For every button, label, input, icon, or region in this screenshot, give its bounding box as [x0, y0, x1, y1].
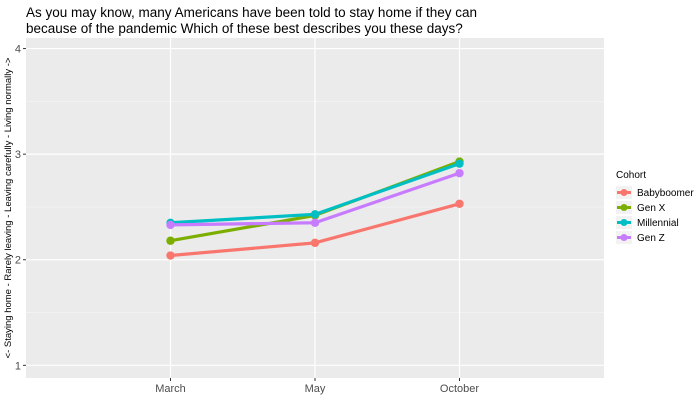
chart-title-line-2: because of the pandemic Which of these b… [26, 21, 463, 36]
x-tick-label: October [440, 383, 479, 395]
series-group [166, 157, 464, 260]
data-point [166, 251, 175, 260]
legend-item: Gen X [616, 201, 666, 214]
series-millennial [166, 159, 464, 227]
data-point [166, 220, 175, 230]
data-point [310, 238, 320, 248]
x-tick-label: March [155, 383, 186, 395]
data-point [166, 236, 175, 245]
data-point [455, 159, 464, 168]
data-point [310, 210, 320, 219]
legend-title: Cohort [616, 170, 646, 181]
chart-title-line-1: As you may know, many Americans have bee… [26, 5, 477, 20]
y-axis-label: <- Staying home - Rarely leaving - Leavi… [3, 57, 14, 358]
y-tick-label: 3 [15, 149, 21, 161]
data-point [455, 168, 464, 178]
y-tick-label: 2 [15, 255, 21, 267]
x-tick-label: May [305, 383, 326, 395]
legend-key-point [620, 234, 628, 241]
legend-item: Gen Z [616, 231, 665, 244]
legend-item: Millennial [616, 216, 679, 229]
grid-lines [26, 38, 604, 378]
data-point [310, 218, 320, 227]
legend-label: Babyboomer [637, 188, 694, 199]
x-axis: March May October [155, 378, 479, 395]
legend-label: Millennial [637, 218, 679, 229]
series-gen-z [166, 168, 464, 230]
legend-key-point [620, 189, 628, 196]
y-tick-label: 1 [15, 360, 21, 372]
series-babyboomer [166, 199, 464, 260]
legend-label: Gen X [637, 203, 666, 214]
chart-title: As you may know, many Americans have bee… [26, 5, 477, 36]
legend-label: Gen Z [637, 233, 665, 244]
legend-key-point [620, 219, 628, 226]
legend-key-point [620, 204, 628, 211]
legend-item: Babyboomer [616, 186, 694, 199]
y-axis: 1 2 3 4 [15, 44, 26, 372]
legend: Cohort Babyboomer Gen X Millennial Gen Z [616, 170, 694, 244]
y-tick-label: 4 [15, 44, 21, 56]
data-point [455, 199, 464, 208]
